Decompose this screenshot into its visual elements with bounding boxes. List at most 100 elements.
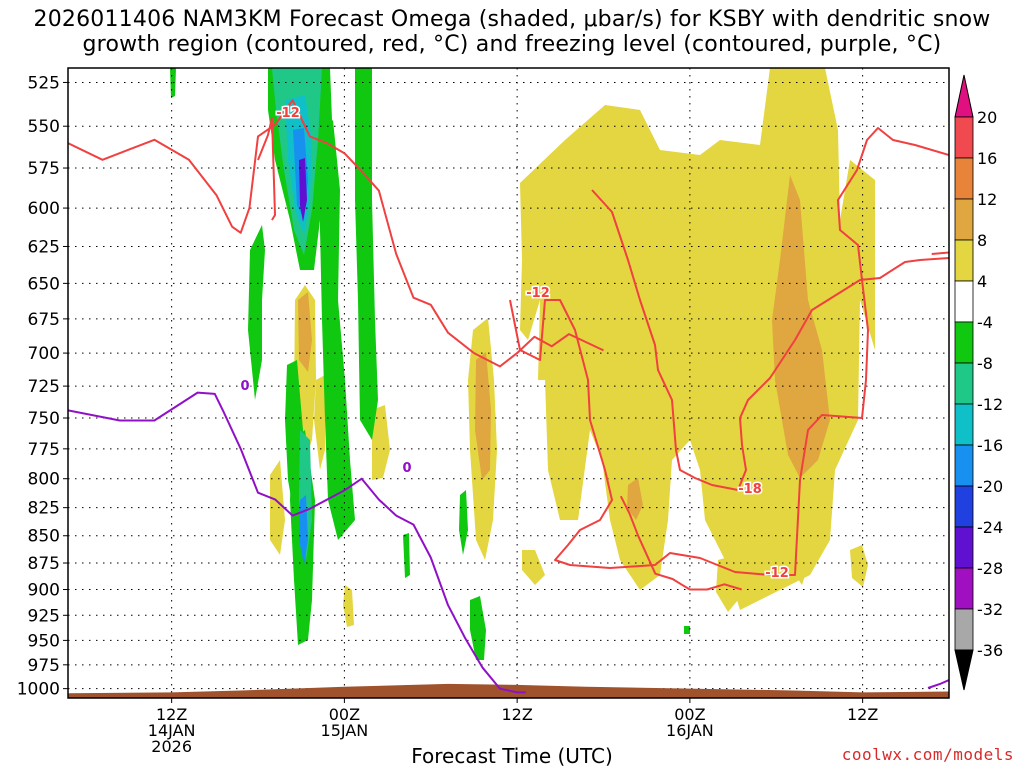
colorbar-bin-8 — [954, 444, 974, 487]
y-tick-label-825: 825 — [28, 499, 60, 519]
colorbar-bin-11 — [954, 567, 974, 610]
y-tick-label-725: 725 — [28, 377, 60, 397]
y-tick-label-600: 600 — [28, 199, 60, 219]
omega-blob-18 — [320, 120, 355, 540]
y-tick-label-950: 950 — [28, 631, 60, 651]
omega-blob-10 — [716, 555, 738, 612]
omega-blob-14 — [772, 175, 830, 478]
dgz-minus18-contour — [619, 495, 742, 591]
contour-label-dgz_c: -18 — [738, 482, 762, 497]
omega-blob-32 — [299, 158, 307, 222]
y-tick-label-975: 975 — [28, 656, 60, 676]
omega-blob-23 — [459, 490, 468, 555]
x-tick-label-42-1: 00Z — [674, 705, 705, 724]
x-tick-label-52-1: 12Z — [847, 705, 878, 724]
colorbar-label-top: 20 — [977, 108, 997, 127]
x-tick-label-22-2: 15JAN — [321, 721, 369, 740]
colorbar-bin-1 — [954, 157, 974, 200]
dgz-mid-contour — [591, 189, 949, 491]
colorbar-bin-12 — [954, 608, 974, 651]
colorbar-label-7: -16 — [977, 436, 1003, 455]
freezing-level-contour — [68, 391, 526, 694]
contour-label-dgz_b: -12 — [526, 286, 550, 301]
colorbar-label-6: -12 — [977, 395, 1003, 414]
y-tick-label-575: 575 — [28, 159, 60, 179]
chart-title-line1: 2026011406 NAM3KM Forecast Omega (shaded… — [33, 7, 991, 32]
omega-blob-7 — [522, 550, 545, 585]
colorbar-bin-7 — [954, 403, 974, 446]
y-tick-label-550: 550 — [28, 117, 60, 137]
y-tick-label-750: 750 — [28, 409, 60, 429]
omega-blob-15 — [627, 478, 643, 520]
omega-blob-4 — [372, 405, 390, 480]
omega-blob-11 — [555, 400, 575, 500]
y-tick-label-925: 925 — [28, 606, 60, 626]
dgz-left-loop — [257, 117, 277, 221]
freezing-level-right-contour — [927, 679, 949, 689]
omega-blob-19 — [355, 68, 378, 440]
dgz-right-contour — [509, 127, 949, 576]
y-tick-label-900: 900 — [28, 581, 60, 601]
contour-label-dgz_d: -12 — [765, 566, 789, 581]
omega-blob-3 — [314, 375, 325, 470]
colorbar-label-8: -20 — [977, 477, 1003, 496]
credit-link[interactable]: coolwx.com/models — [841, 745, 1014, 764]
chart-title-line2: growth region (contoured, red, °C) and f… — [82, 32, 942, 57]
omega-shading — [170, 68, 875, 660]
contour-label-frz_b: 0 — [402, 461, 411, 476]
plot-frame — [67, 67, 950, 699]
colorbar-label-10: -28 — [977, 559, 1003, 578]
omega-blob-26 — [684, 626, 690, 634]
colorbar-bin-10 — [954, 526, 974, 569]
colorbar-label-bottom: -36 — [977, 641, 1003, 660]
y-tick-label-700: 700 — [28, 344, 60, 364]
x-tick-label-22-1: 00Z — [329, 705, 360, 724]
omega-blob-22 — [470, 596, 486, 660]
omega-blob-8 — [850, 545, 868, 587]
colorbar-bin-5 — [954, 321, 974, 364]
omega-blob-16 — [248, 225, 265, 400]
y-tick-label-525: 525 — [28, 73, 60, 93]
x-tick-label-32-1: 12Z — [501, 705, 532, 724]
x-tick-label-12-3: 2026 — [151, 737, 192, 756]
dgz-lower-right-contour — [931, 251, 949, 255]
colorbar-bin-9 — [954, 485, 974, 528]
colorbar-label-0: 16 — [977, 149, 997, 168]
y-tick-label-875: 875 — [28, 554, 60, 574]
colorbar-label-4: -4 — [977, 313, 993, 332]
colorbar-bin-3 — [954, 239, 974, 282]
colorbar-label-5: -8 — [977, 354, 993, 373]
dgz-upper-contour — [68, 99, 604, 368]
colorbar: 20 16 12 8 4 -4 -8 -12 -16 -20 -24 -28 -32 -36 — [954, 74, 1003, 691]
y-tick-label-675: 675 — [28, 310, 60, 330]
x-axis-title: Forecast Time (UTC) — [411, 744, 613, 768]
y-tick-label-775: 775 — [28, 440, 60, 460]
colorbar-label-9: -24 — [977, 518, 1003, 537]
contour-label-dgz_a: -12 — [276, 106, 300, 121]
omega-blob-13 — [475, 352, 491, 480]
colorbar-label-11: -32 — [977, 600, 1003, 619]
y-tick-label-1000: 1000 — [17, 680, 60, 700]
colorbar-bin-2 — [954, 198, 974, 241]
colorbar-label-3: 4 — [977, 272, 987, 291]
colorbar-bin-4 — [954, 280, 974, 323]
colorbar-bin-0 — [954, 116, 974, 159]
y-tick-label-850: 850 — [28, 527, 60, 547]
contour-label-frz_a: 0 — [240, 379, 249, 394]
x-tick-label-12-2: 14JAN — [148, 721, 196, 740]
colorbar-over-triangle — [954, 74, 974, 118]
y-axis: 525 550 575 600 625 650 675 700 725 750 775 800 825 8… — [17, 73, 68, 700]
x-tick-label-12-1: 12Z — [156, 705, 187, 724]
omega-blob-25 — [170, 68, 176, 98]
y-tick-label-800: 800 — [28, 470, 60, 490]
colorbar-under-triangle — [954, 649, 974, 691]
omega-blob-5 — [270, 460, 285, 555]
colorbar-label-2: 8 — [977, 231, 987, 250]
contours: -12 -12 -18 -12 0 0 — [68, 99, 949, 694]
grid-lines — [68, 68, 949, 698]
y-tick-label-650: 650 — [28, 274, 60, 294]
omega-blob-24 — [403, 533, 410, 578]
colorbar-bin-6 — [954, 362, 974, 405]
